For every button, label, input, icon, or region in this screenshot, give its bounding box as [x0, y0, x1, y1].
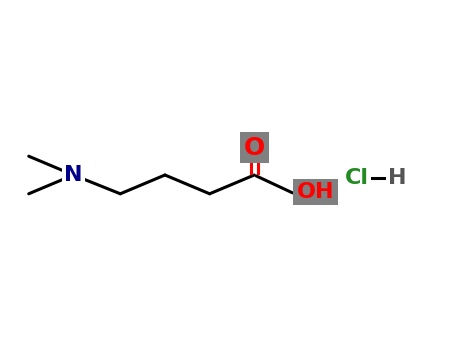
Text: N: N — [64, 165, 83, 185]
Text: Cl: Cl — [345, 168, 369, 188]
Text: H: H — [388, 168, 406, 188]
Text: OH: OH — [297, 182, 334, 202]
Text: O: O — [244, 136, 265, 160]
